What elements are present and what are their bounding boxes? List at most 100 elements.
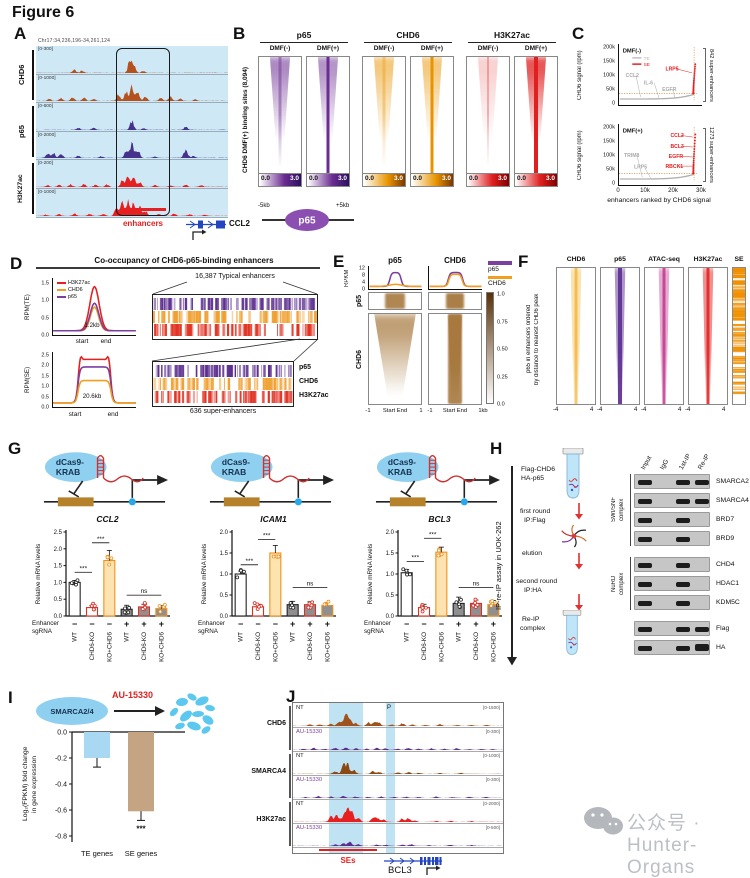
complex-label: complex [619,498,625,522]
svg-text:−: − [439,619,444,629]
svg-text:dCas9-: dCas9- [222,457,250,467]
svg-text:−: − [404,619,409,629]
wb-band [675,536,690,542]
bracket-line [289,802,291,846]
track-range: [0-600] [38,104,53,110]
x-tick: 4 [590,407,594,413]
svg-text:2.5: 2.5 [54,530,63,536]
svg-text:***: *** [263,533,271,540]
genome-track: NT [0-1000] [293,752,503,776]
promoter-label: P [387,705,392,711]
gene-label: BCL3 [388,865,412,876]
svg-text:SE genes: SE genes [125,849,158,858]
rpkm-profile-chd6 [428,266,482,290]
track-signal [36,198,228,216]
heatmap [428,292,482,310]
x-tick: 1 [419,408,423,414]
track-range: [0-300] [38,47,53,52]
svg-text:+: + [456,619,461,629]
panel-d-title: Co-occupancy of CHD6-p65-binding enhance… [94,256,274,265]
axis-tick: 0.75 [497,319,508,326]
y-tick-column: 2.5 2.0 1.5 1.0 0.5 0.0 [35,352,50,411]
se-count-label: 1273 super-enhancers [708,127,714,183]
axis-tick: 0.0 [41,332,49,339]
colorbar-max: 3.0 [337,175,347,182]
tube-icon [560,609,584,658]
column-title: DMF(+) [420,45,444,52]
track-group-label: CHD6 [17,64,26,86]
axis-tick: 0.0 [41,404,49,411]
svg-text:1.0: 1.0 [54,580,63,586]
x-tick: 4 [678,407,682,413]
axis-tick: 1.5 [41,280,49,287]
x-tick: -4 [553,407,559,413]
track-range: [0-1000] [38,189,56,195]
blot-row [634,576,710,591]
panel-label-c: C [572,24,585,43]
track-range: [0-300] [485,777,500,782]
svg-text:KO+CHD6: KO+CHD6 [324,632,331,662]
promoter-highlight [386,703,395,853]
gene-title: BCL3 [428,514,451,524]
track-signal [293,831,503,846]
x-axis-label: enhancers ranked by CHD6 signal [607,197,711,204]
svg-text:+: + [141,619,146,629]
svg-text:−: − [238,619,243,629]
svg-text:sgRNA: sgRNA [198,628,219,635]
protein-label: HDAC1 [716,580,740,587]
enhancers-label: enhancers [122,219,164,228]
svg-text:Relative mRNA levels: Relative mRNA levels [367,544,374,605]
svg-text:1.5: 1.5 [386,551,395,557]
heatmap-core [574,268,578,404]
step-label: first round [520,508,551,515]
x-tick: -4 [641,407,647,413]
svg-text:CCL2: CCL2 [670,133,684,139]
typical-enhancers-title: 16,387 Typical enhancers [195,273,275,280]
panel-label-d: D [10,254,23,273]
x-tick: Start End [382,408,408,414]
enhancer-region-outline [116,48,170,216]
colorbar: 0.0 3.0 [514,174,558,187]
track-range: [0-200] [38,161,53,167]
se-underline [319,849,377,851]
smarca-ellipse-icon: SMARCA2/4 [36,697,108,725]
barcode-row [153,390,293,403]
dcas9-krab-cartoon: dCas9- KRAB [370,450,504,512]
wb-band [637,498,652,504]
heatmap-core [706,268,710,404]
colorbar-min: 0.0 [365,175,375,182]
legend-item: p65 [57,294,90,300]
se-highlight [329,703,363,853]
legend-swatch [57,289,66,291]
svg-text:Enhancer: Enhancer [364,620,391,627]
colorbar: 0.0 3.0 [258,174,302,187]
axis-tick: 50k [606,86,615,93]
column-title: DMF(-) [269,45,291,52]
genome-browser-a: [0-300] [0-1000] [0-600] [0-2000] [0-200] [0-… [36,46,228,218]
legend: H3K27ac CHD6 p65 [57,280,90,301]
svg-text:CHD6-KO: CHD6-KO [421,632,428,660]
y-axis-label: p65 in enhancers ordered [526,304,532,374]
svg-text:-0.6: -0.6 [55,808,67,815]
bracket-line [289,754,291,798]
svg-text:0.0: 0.0 [57,730,67,737]
panel-label-g: G [8,439,22,458]
track-group-label: p65 [17,125,26,139]
group-overline [468,41,556,43]
y-axis-label: RPM(SE) [24,366,31,394]
axis-tick: 100k [603,152,615,159]
blot-row [634,621,710,636]
svg-text:Relative mRNA levels: Relative mRNA levels [201,544,208,605]
figure-title: Figure 6 [12,4,75,21]
axis-tick: 0.5 [41,315,49,322]
panel-label-f: F [518,252,529,271]
svg-text:+: + [159,619,164,629]
bar-chart-ccl2: 0.0 0.5 1.0 1.5 2.0 2.5 Relative mRNA levels − W… [30,524,182,674]
colorbar-max: 3.0 [393,175,403,182]
column-title: DMF(+) [316,45,340,52]
protein-label: SMARCA4 [716,497,749,504]
blot-row [634,512,710,527]
axis-tick: 1.0 [497,291,505,298]
wb-band [694,644,709,651]
